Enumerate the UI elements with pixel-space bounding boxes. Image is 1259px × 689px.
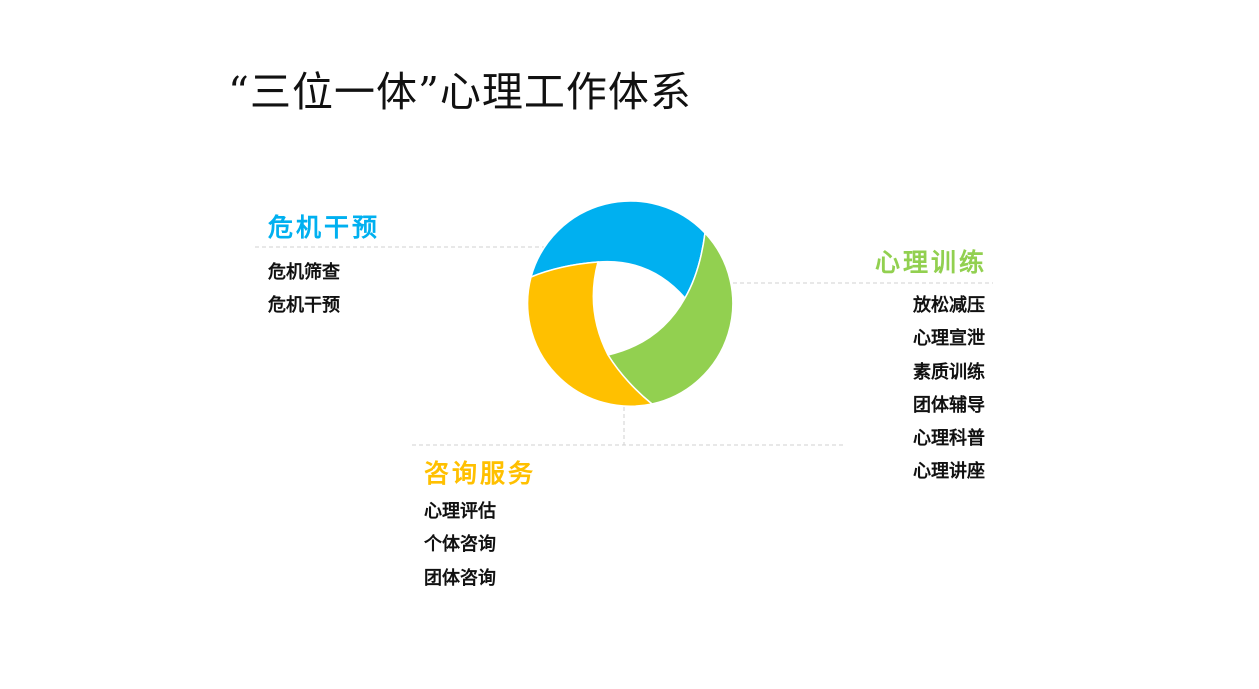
- crisis-list: 危机筛查 危机干预: [268, 256, 340, 323]
- list-item: 放松减压: [913, 295, 985, 316]
- list-item: 个体咨询: [424, 534, 496, 556]
- counseling-segment: [526, 261, 654, 407]
- training-heading: 心理训练: [874, 248, 987, 277]
- list-item: 素质训练: [913, 361, 985, 383]
- list-item: 团体咨询: [424, 567, 496, 589]
- list-item: 团体辅导: [913, 394, 985, 416]
- counseling-list: 心理评估 个体咨询 团体咨询: [424, 495, 496, 595]
- list-item: 心理宣泄: [913, 328, 985, 350]
- list-item: 心理科普: [913, 428, 985, 450]
- counseling-heading: 咨询服务: [424, 459, 537, 488]
- list-item: 危机干预: [268, 295, 340, 317]
- training-list: 放松减压 心理宣泄 素质训练 团体辅导 心理科普 心理讲座: [913, 289, 985, 489]
- page-title: “三位一体”心理工作体系: [228, 68, 692, 116]
- list-item: 心理讲座: [913, 461, 985, 483]
- crisis-heading: 危机干预: [268, 213, 381, 242]
- list-item: 危机筛查: [268, 262, 340, 283]
- list-item: 心理评估: [424, 501, 496, 522]
